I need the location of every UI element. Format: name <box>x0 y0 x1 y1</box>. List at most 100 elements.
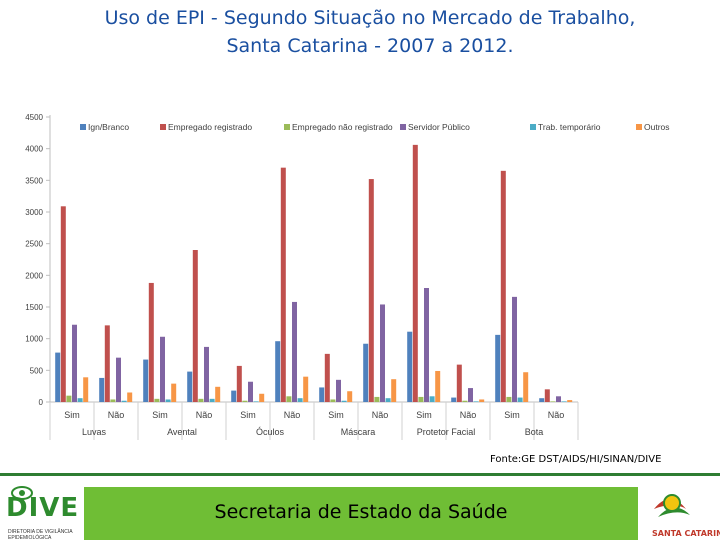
bar <box>567 400 573 402</box>
santa-catarina-emblem-icon <box>654 494 690 517</box>
bar <box>495 334 501 402</box>
bar <box>121 400 127 402</box>
bar <box>242 400 248 402</box>
bar <box>341 400 347 402</box>
bar <box>209 398 215 402</box>
bar <box>517 397 523 402</box>
bar <box>60 206 66 402</box>
x-tick-label: Não <box>108 410 125 420</box>
dive-logo: DIVE DIRETORIA DE VIGILÂNCIA EPIDEMIOLÓG… <box>0 481 84 541</box>
bar <box>104 325 110 402</box>
bar <box>143 359 149 402</box>
x-tick-label: Não <box>548 410 565 420</box>
footer-band <box>84 487 638 540</box>
bar <box>215 386 221 402</box>
y-tick-label: 2500 <box>25 240 43 249</box>
y-tick-label: 2000 <box>25 271 43 280</box>
bar <box>292 301 297 402</box>
bar <box>148 282 154 402</box>
x-tick-label: Não <box>460 410 477 420</box>
title-line-2: Santa Catarina - 2007 a 2012. <box>226 35 514 57</box>
bar <box>204 346 209 402</box>
bar <box>297 398 303 402</box>
bar <box>380 304 385 402</box>
x-tick-label: Sim <box>416 410 432 420</box>
bar <box>407 331 413 402</box>
bar <box>275 341 281 402</box>
source-note: Fonte:GE DST/AIDS/HI/SINAN/DIVE <box>490 454 662 465</box>
x-tick-label: Sim <box>64 410 80 420</box>
footer: Secretaria de Estado da Saúde DIVE DIRET… <box>0 473 720 541</box>
bar <box>412 144 418 402</box>
legend-label: Ign/Branco <box>88 122 129 132</box>
x-group-label: Avental <box>167 427 197 437</box>
bar <box>550 401 556 402</box>
x-tick-label: Sim <box>504 410 520 420</box>
bar <box>468 388 473 402</box>
bar <box>319 387 325 402</box>
bar <box>171 383 177 402</box>
bar <box>330 399 336 402</box>
slide-title: Uso de EPI - Segundo Situação no Mercado… <box>0 4 720 60</box>
legend-label: Empregado não registrado <box>292 122 393 132</box>
y-tick-label: 4000 <box>25 145 43 154</box>
legend-label: Outros <box>644 122 670 132</box>
bar <box>231 390 237 402</box>
bar <box>286 396 292 402</box>
bar <box>110 399 116 402</box>
x-group-label: Máscara <box>341 427 376 437</box>
bar <box>66 395 72 402</box>
bar <box>418 396 424 402</box>
x-tick-label: Não <box>196 410 213 420</box>
x-tick-label: Sim <box>152 410 168 420</box>
footer-divider <box>0 473 720 476</box>
legend-label: Trab. temporário <box>538 122 601 132</box>
bar <box>253 401 259 402</box>
bar <box>324 353 330 402</box>
dive-logo-subtitle-1: DIRETORIA DE VIGILÂNCIA <box>8 529 73 535</box>
x-tick-label: Não <box>284 410 301 420</box>
bar <box>506 396 512 402</box>
bar <box>456 364 462 402</box>
bar <box>544 389 550 402</box>
legend-label: Servidor Público <box>408 122 470 132</box>
bar <box>424 288 429 402</box>
dive-logo-subtitle-2: EPIDEMIOLÓGICA <box>8 535 52 541</box>
bar <box>303 376 309 402</box>
bar <box>72 324 77 402</box>
bar <box>336 379 341 402</box>
y-tick-label: 0 <box>39 398 44 407</box>
bar <box>500 170 506 402</box>
bar <box>561 401 567 402</box>
x-group-label: Protetor Facial <box>417 427 476 437</box>
legend-swatch <box>160 124 166 130</box>
bar <box>127 392 133 402</box>
bar <box>363 343 369 402</box>
legend-label: Empregado registrado <box>168 122 252 132</box>
legend-swatch <box>400 124 406 130</box>
bar <box>160 336 165 402</box>
bar <box>154 398 160 402</box>
bar <box>259 393 265 402</box>
legend-swatch <box>530 124 536 130</box>
bar <box>556 396 561 402</box>
bar <box>462 400 468 402</box>
bar <box>236 365 242 402</box>
footer-text: Secretaria de Estado da Saúde <box>214 501 508 523</box>
bar <box>187 371 193 402</box>
bar <box>479 399 485 402</box>
y-tick-label: 1500 <box>25 303 43 312</box>
y-tick-label: 4500 <box>25 113 43 122</box>
bar <box>539 398 545 402</box>
bar <box>280 167 286 402</box>
bar <box>435 370 441 402</box>
legend-swatch <box>80 124 86 130</box>
x-group-label: Bota <box>525 427 544 437</box>
bar-chart: 0 500 1000 1500 2000 2500 3000 3500 4000 4500 Sim N… <box>25 113 670 440</box>
bar <box>391 379 397 402</box>
title-line-1: Uso de EPI - Segundo Situação no Mercado… <box>104 7 636 29</box>
bar <box>116 357 121 402</box>
santa-catarina-logo <box>640 479 720 540</box>
bar <box>347 391 353 402</box>
bar <box>83 377 89 402</box>
